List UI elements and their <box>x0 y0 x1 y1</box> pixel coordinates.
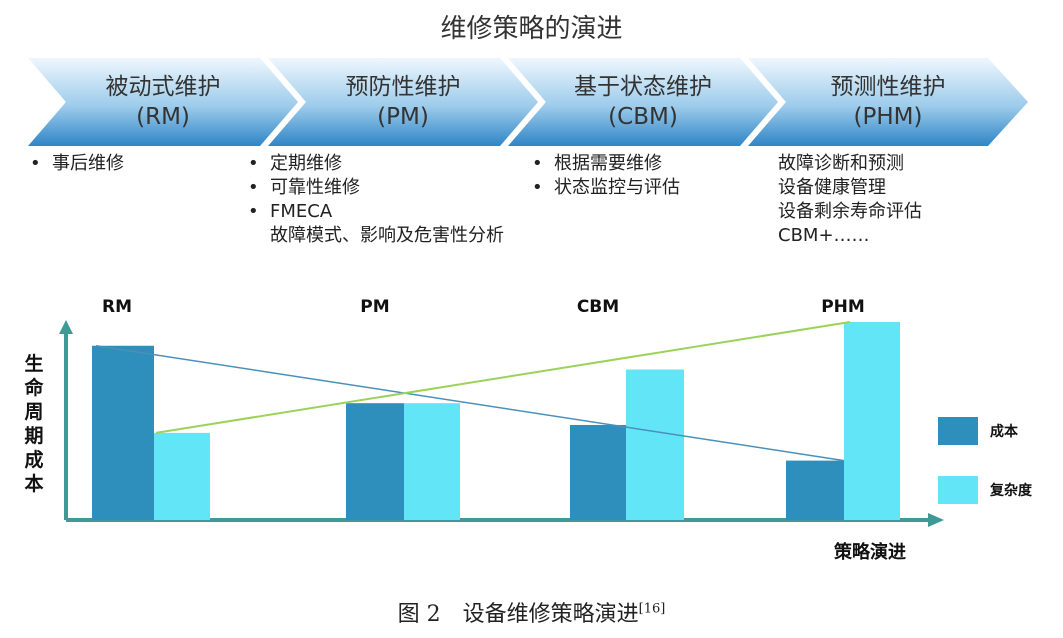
note-item: • 定期维修 <box>248 153 342 174</box>
stage-notes-pm: • 定期维修 • 可靠性维修 • FMECA 故障模式、影响及危害性分析 <box>248 152 504 248</box>
y-axis-label-char: 期 <box>24 425 43 447</box>
y-axis-label-char: 本 <box>24 472 43 495</box>
note-item: • 根据需要维修 <box>532 153 662 174</box>
legend-swatch-cost <box>938 417 978 445</box>
category-label: RM <box>102 297 132 317</box>
stage-banner-phm: 预测性维护 (PHM) <box>748 58 1028 146</box>
note-item: CBM+…… <box>778 225 870 246</box>
category-label: PHM <box>821 297 865 317</box>
note-item: 设备健康管理 <box>778 177 886 198</box>
note-item: • 状态监控与评估 <box>532 177 680 198</box>
note-item: • FMECA <box>248 201 333 222</box>
bar-complexity-phm <box>844 322 900 520</box>
bar-complexity-pm <box>404 403 460 520</box>
chevron-shape <box>748 58 1028 146</box>
bar-complexity-cbm <box>626 369 684 520</box>
y-axis-label-char: 命 <box>24 376 44 399</box>
y-axis-label-char: 成 <box>24 448 43 471</box>
legend-label-cost: 成本 <box>990 423 1019 440</box>
cost-trend-line <box>95 345 845 462</box>
note-continuation: 故障模式、影响及危害性分析 <box>270 225 504 246</box>
y-axis-label-char: 周 <box>24 401 43 423</box>
bar-cost-cbm <box>570 424 626 520</box>
stage-banner-cbm: 基于状态维护 (CBM) <box>508 58 778 146</box>
bar-cost-phm <box>786 460 844 520</box>
y-axis-label-char: 生 <box>24 352 43 375</box>
category-label: PM <box>360 297 389 317</box>
stage-banner-rm: 被动式维护 (RM) <box>28 58 298 146</box>
note-item: 故障诊断和预测 <box>778 153 904 174</box>
chevron-shape <box>28 58 298 146</box>
chevron-shape <box>268 58 538 146</box>
note-item: 设备剩余寿命评估 <box>778 201 922 222</box>
x-axis-label: 策略演进 <box>834 541 906 563</box>
note-item: • 事后维修 <box>30 153 124 174</box>
stage-name: 预防性维护 <box>345 74 461 100</box>
stage-abbr: (CBM) <box>608 104 678 130</box>
stage-notes-cbm: • 根据需要维修 • 状态监控与评估 <box>532 152 680 200</box>
legend-swatch-complexity <box>938 476 978 504</box>
stage-abbr: (PM) <box>377 104 429 130</box>
note-item: • 可靠性维修 <box>248 177 360 198</box>
complexity-trend-line <box>155 321 851 434</box>
stage-name: 基于状态维护 <box>574 74 712 100</box>
stage-notes-phm: 故障诊断和预测 设备健康管理 设备剩余寿命评估 CBM+…… <box>778 152 922 248</box>
page-title: 维修策略的演进 <box>440 14 623 44</box>
legend-label-complexity: 复杂度 <box>989 482 1033 499</box>
stage-abbr: (PHM) <box>853 104 923 130</box>
stage-name: 被动式维护 <box>105 74 221 100</box>
bar-cost-pm <box>346 403 404 520</box>
bar-complexity-rm <box>154 432 210 520</box>
stage-notes-rm: • 事后维修 <box>30 152 124 176</box>
stage-abbr: (RM) <box>136 104 190 130</box>
stage-banner-pm: 预防性维护 (PM) <box>268 58 538 146</box>
stage-name: 预测性维护 <box>830 74 946 100</box>
category-label: CBM <box>577 297 619 317</box>
figure-caption: 图 2 设备维修策略演进[16] <box>397 601 666 627</box>
x-axis-arrow-icon <box>928 513 944 527</box>
y-axis-arrow-icon <box>59 320 73 334</box>
bar-cost-rm <box>92 345 154 520</box>
chevron-shape <box>508 58 778 146</box>
